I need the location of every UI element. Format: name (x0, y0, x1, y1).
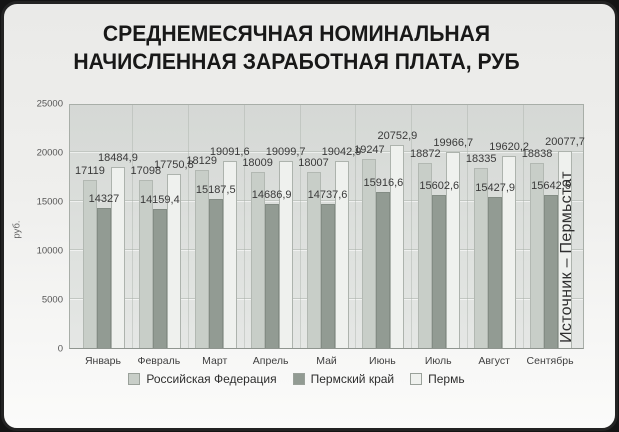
legend: Российская Федерация Пермский край Пермь (4, 372, 589, 386)
y-tick-label: 0 (57, 343, 63, 355)
bar-series1 (306, 171, 321, 348)
y-tick-label: 5000 (41, 294, 63, 306)
category-separator (299, 105, 301, 348)
bar-series3 (278, 160, 293, 348)
category-separator (467, 105, 469, 348)
month-label: Январь (84, 355, 121, 367)
legend-swatch (292, 373, 305, 385)
bar-series3 (110, 166, 125, 348)
bar-value-label: 18007 (298, 156, 329, 169)
bar-series3 (446, 152, 461, 348)
category-separator (131, 105, 133, 348)
category-separator (523, 105, 525, 348)
bar-series2 (264, 204, 279, 348)
bar-series3 (222, 160, 237, 348)
bar-value-label: 17119 (75, 165, 105, 178)
y-tick-label: 25000 (36, 98, 63, 110)
legend-swatch (410, 373, 423, 385)
y-axis-title: руб. (11, 220, 23, 239)
bar-series2 (544, 194, 559, 348)
bar-series1 (362, 159, 377, 348)
month-label: Март (202, 355, 228, 367)
bar-series3 (166, 174, 181, 348)
bar-series2 (376, 192, 391, 348)
bar-series3 (558, 151, 573, 348)
y-tick-label: 20000 (36, 147, 63, 159)
gridline-20000 (70, 151, 583, 153)
legend-label: Пермь (428, 372, 465, 386)
month-label: Февраль (137, 355, 181, 367)
y-tick-label: 15000 (36, 196, 63, 208)
bar-series2 (152, 209, 167, 348)
bar-series2 (96, 207, 111, 348)
chart-title-line2: НАЧИСЛЕННАЯ ЗАРАБОТНАЯ ПЛАТА, РУБ (73, 49, 520, 74)
bar-series2 (488, 196, 503, 348)
legend-item: Российская Федерация (128, 372, 277, 386)
category-separator (411, 105, 413, 348)
bar-series1 (418, 163, 433, 348)
plot-area: 17119 14327 18484,9 17098 14159,4 17750,8 1812… (69, 104, 585, 349)
month-label: Июль (424, 355, 452, 367)
month-label: Апрель (252, 355, 289, 367)
source-note: Источник – Пермьстат (558, 171, 575, 343)
bar-series1 (138, 180, 153, 348)
category-separator (243, 105, 245, 348)
chart-area: руб. 17119 14327 18484,9 17098 14159,4 17750,… (4, 4, 615, 428)
bar-series1 (474, 168, 489, 348)
bar-value-label: 17098 (130, 165, 162, 178)
bar-series1 (530, 163, 545, 348)
category-separator (187, 105, 189, 348)
bar-value-label: 18335 (465, 153, 497, 166)
chart-title-line1: СРЕДНЕМЕСЯЧНАЯ НОМИНАЛЬНАЯ (102, 21, 491, 46)
legend-swatch (128, 373, 141, 385)
bar-value-label: 18009 (242, 156, 273, 169)
bar-series1 (194, 170, 209, 348)
bar-series3 (502, 155, 517, 348)
y-tick-label: 10000 (36, 245, 63, 257)
month-label: Август (478, 355, 510, 367)
bar-series3 (390, 144, 405, 348)
bar-value-label: 18129 (186, 155, 218, 168)
legend-item: Пермский край (292, 372, 395, 386)
gridline-15000 (70, 200, 583, 202)
category-separator (355, 105, 357, 348)
month-label: Июнь (369, 355, 396, 367)
month-label: Май (316, 355, 337, 367)
bar-series2 (432, 195, 447, 348)
chart-title: СРЕДНЕМЕСЯЧНАЯ НОМИНАЛЬНАЯ НАЧИСЛЕННАЯ З… (16, 20, 578, 76)
bar-series1 (250, 171, 265, 348)
legend-label: Пермский край (310, 372, 395, 386)
bar-series2 (320, 203, 335, 348)
legend-label: Российская Федерация (146, 372, 277, 386)
legend-item: Пермь (410, 372, 465, 386)
bar-value-label: 18872 (409, 148, 441, 161)
bar-series3 (334, 161, 349, 348)
bar-series2 (208, 199, 223, 348)
bar-series1 (82, 180, 97, 348)
month-label: Сентябрь (526, 355, 574, 367)
